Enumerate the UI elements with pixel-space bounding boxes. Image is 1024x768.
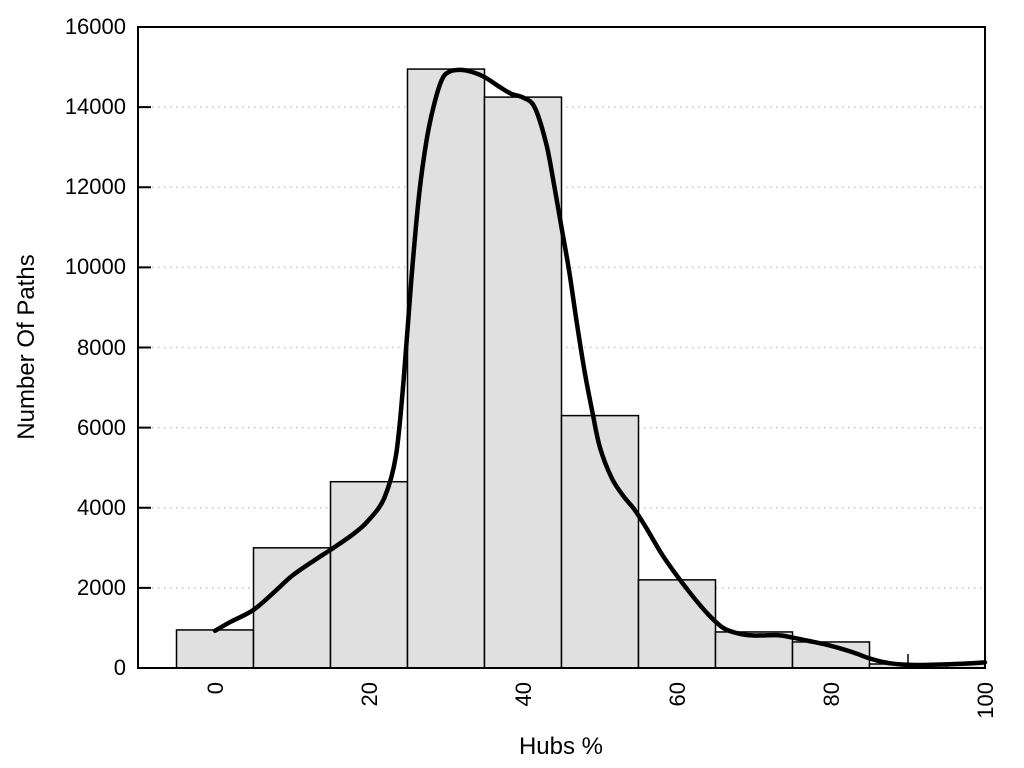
x-tick-label: 20 [356, 682, 382, 707]
density-curve [212, 67, 988, 668]
y-tick-label: 2000 [77, 574, 126, 600]
histogram-bar [637, 579, 717, 669]
x-tick-label: 40 [510, 682, 536, 707]
y-tick-label: 0 [113, 655, 126, 680]
y-tick-label: 4000 [77, 494, 126, 520]
x-tick-label: 80 [818, 682, 844, 707]
x-axis-title: Hubs % [518, 733, 604, 760]
histogram-bar [252, 547, 332, 669]
histogram-bar [483, 96, 563, 669]
y-tick-label: 12000 [64, 174, 126, 200]
x-tick-label: 100 [972, 682, 998, 719]
histogram-bar [329, 480, 409, 669]
histogram-bar [175, 629, 255, 669]
y-tick-label: 6000 [77, 414, 126, 440]
plot-frame [137, 26, 986, 669]
y-tick-label: 8000 [77, 334, 126, 360]
y-axis-title: Number Of Paths [13, 254, 40, 440]
histogram-bar [406, 68, 486, 669]
x-tick-label: 60 [664, 682, 690, 707]
y-tick-label: 10000 [64, 254, 126, 280]
y-tick-label: 14000 [64, 94, 126, 120]
y-tick-label: 16000 [64, 14, 126, 39]
x-tick-label: 0 [202, 682, 228, 695]
